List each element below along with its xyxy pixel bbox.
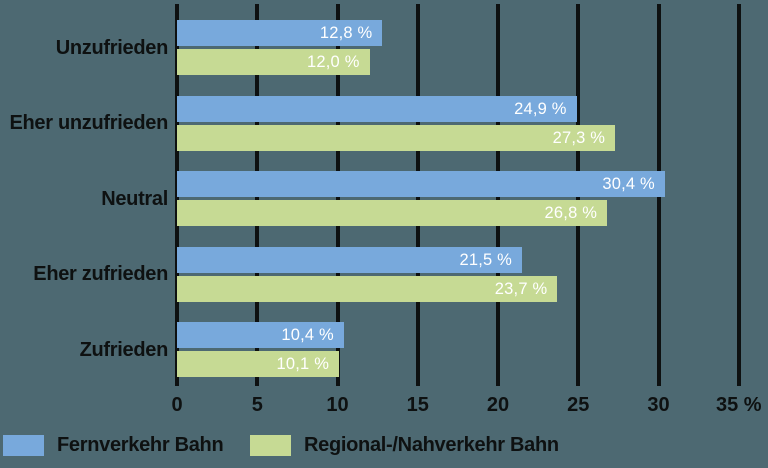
legend-label-fernverkehr: Fernverkehr Bahn bbox=[57, 434, 224, 456]
legend-item-fernverkehr: Fernverkehr Bahn bbox=[3, 434, 250, 457]
bar-regionalverkehr: 27,3 % bbox=[177, 124, 616, 151]
x-axis-tick-label: 35 % bbox=[715, 394, 762, 416]
x-axis-tick-label: 5 bbox=[251, 394, 263, 416]
legend-swatch-fernverkehr bbox=[3, 435, 44, 456]
x-axis-tick-label: 25 bbox=[567, 394, 590, 416]
x-axis-tick-label: 15 bbox=[406, 394, 429, 416]
bar-regionalverkehr: 26,8 % bbox=[177, 200, 608, 226]
bar-fernverkehr: 21,5 % bbox=[177, 246, 523, 273]
bar-value-label: 23,7 % bbox=[494, 279, 548, 298]
category-label: Eher zufrieden bbox=[33, 263, 168, 285]
legend-label-regionalverkehr: Regional-/Nahverkehr Bahn bbox=[304, 434, 559, 456]
x-axis-tick-label: 30 bbox=[647, 394, 670, 416]
bar-value-label: 12,8 % bbox=[319, 24, 373, 42]
bar-regionalverkehr: 23,7 % bbox=[177, 275, 558, 302]
category-label: Eher unzufrieden bbox=[9, 112, 168, 134]
legend-swatch-regionalverkehr bbox=[250, 435, 291, 456]
bar-value-label: 30,4 % bbox=[602, 175, 655, 193]
bar-regionalverkehr: 10,1 % bbox=[177, 351, 340, 377]
bar-value-label: 21,5 % bbox=[459, 250, 513, 269]
bar-value-label: 12,0 % bbox=[307, 53, 360, 71]
gridline bbox=[736, 4, 741, 386]
bar-value-label: 10,1 % bbox=[276, 355, 330, 373]
x-axis-tick-label: 0 bbox=[171, 394, 183, 416]
bar-fernverkehr: 10,4 % bbox=[177, 322, 344, 348]
bar-fernverkehr: 30,4 % bbox=[177, 171, 665, 197]
x-axis-tick-label: 20 bbox=[486, 394, 510, 416]
x-axis-tick-label: 10 bbox=[326, 394, 349, 416]
category-label: Unzufrieden bbox=[55, 36, 169, 59]
bar-fernverkehr: 12,8 % bbox=[177, 20, 383, 46]
bar-regionalverkehr: 12,0 % bbox=[177, 49, 370, 75]
bar-value-label: 24,9 % bbox=[514, 99, 567, 118]
chart-legend: Fernverkehr Bahn Regional-/Nahverkehr Ba… bbox=[3, 434, 559, 457]
bar-fernverkehr: 24,9 % bbox=[177, 95, 577, 122]
bar-value-label: 27,3 % bbox=[552, 128, 606, 147]
category-label: Neutral bbox=[101, 187, 168, 210]
bar-value-label: 10,4 % bbox=[281, 326, 334, 344]
category-label: Zufrieden bbox=[79, 338, 169, 361]
legend-item-regionalverkehr: Regional-/Nahverkehr Bahn bbox=[250, 434, 559, 457]
bar-value-label: 26,8 % bbox=[544, 204, 598, 222]
